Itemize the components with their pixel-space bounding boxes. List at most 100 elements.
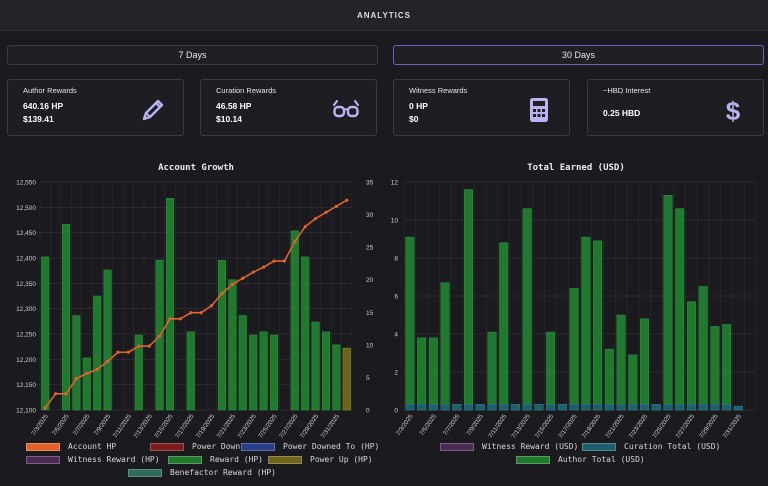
legend-item[interactable]: Account HP (26, 442, 116, 451)
card-label: ~HBD Interest (603, 86, 651, 95)
x-tick-label: 7/11/2025 (487, 413, 509, 440)
reward-bar (186, 331, 195, 411)
x-tick-label: 7/3/2025 (30, 413, 50, 437)
curation-total-bar (722, 404, 732, 411)
reward-bar (41, 256, 50, 411)
legend-item[interactable]: Reward (HP) (168, 455, 263, 464)
curation-total-bar (452, 404, 462, 411)
curation-total-bar (593, 404, 603, 411)
dollar-icon: $ (726, 96, 741, 124)
curation-total-bar (428, 404, 438, 411)
y-tick-label: 12 (391, 180, 399, 187)
reward-bar (322, 331, 330, 411)
curation-total-bar (499, 404, 509, 411)
curation-total-bar (475, 404, 485, 411)
legend-item[interactable]: Power Downed To (HP) (241, 442, 379, 451)
legend-item[interactable]: Author Total (USD) (516, 455, 645, 464)
x-tick-label: 7/15/2025 (534, 413, 556, 440)
legend-swatch (128, 468, 162, 477)
curation-total-bar (651, 404, 661, 411)
account-hp-point (74, 376, 78, 381)
curation-total-bar (405, 404, 415, 411)
account-hp-point (95, 367, 99, 372)
x-tick-label: 7/11/2025 (112, 413, 134, 440)
curation-total-bar (628, 404, 638, 411)
account-growth-chart: 12,100 12,150 12,200 12,250 12,300 12,350 12,4… (16, 180, 374, 440)
legend-item[interactable]: Curation Total (USD) (582, 442, 720, 451)
x-tick-label: 7/21/2025 (216, 413, 238, 440)
curation-total-bar (675, 404, 685, 411)
x-tick-label: 7/13/2025 (510, 413, 532, 440)
legend-item[interactable]: Benefactor Reward (HP) (128, 468, 276, 477)
reward-bar (259, 331, 268, 411)
curation-total-bar (464, 404, 474, 411)
legend-swatch (582, 442, 616, 451)
range-30-days-button[interactable]: 30 Days (393, 45, 764, 65)
reward-bar (72, 315, 81, 411)
range-7-days-button[interactable]: 7 Days (7, 45, 378, 65)
account-hp-point (262, 265, 266, 269)
account-hp-point (282, 259, 286, 263)
curation-total-bar (733, 405, 743, 411)
x-tick-label: 7/25/2025 (651, 413, 673, 440)
x-tick-label: 7/19/2025 (195, 413, 217, 440)
calculator-icon (530, 98, 548, 122)
reward-bar (228, 279, 237, 411)
y-right-tick-label: 20 (366, 277, 374, 284)
account-hp-point (106, 359, 110, 363)
y-left-tick-label: 12,350 (16, 281, 36, 288)
y-left-tick-label: 12,550 (16, 180, 36, 187)
y-right-tick-label: 30 (366, 212, 374, 219)
account-hp-point (230, 282, 234, 286)
x-tick-label: 7/13/2025 (132, 413, 154, 440)
y-left-tick-label: 12,250 (16, 332, 36, 339)
reward-bar (166, 198, 174, 411)
reward-bar (218, 259, 226, 411)
legend-item[interactable]: Power Up (HP) (268, 455, 373, 464)
x-tick-label: 7/23/2025 (628, 413, 650, 440)
account-hp-point (116, 350, 120, 354)
glasses-icon (332, 99, 360, 118)
reward-bar (134, 334, 143, 411)
account-growth-legend: Account HP Power Down (HP) Power Downed To… (0, 442, 384, 482)
account-hp-point (43, 406, 47, 410)
curation-total-bar (640, 404, 650, 411)
card-value-hp: 46.58 HP (216, 101, 252, 111)
account-hp-point (251, 270, 255, 274)
curation-total-bar (710, 404, 720, 411)
account-hp-line (44, 199, 348, 409)
legend-item[interactable]: Witness Reward (HP) (26, 455, 160, 464)
y-tick-label: 8 (394, 256, 398, 263)
reward-bar (249, 334, 258, 411)
total-earned-chart: 0 2 4 6 8 10 12 7/3/2025 7/5/2025 7/7/2025 7/9/202… (391, 180, 757, 440)
author-total-bar (440, 282, 450, 411)
y-left-tick-label: 12,150 (16, 382, 36, 389)
card-value-hbd: 0.25 HBD (603, 108, 641, 118)
legend-item[interactable]: Power Down (HP) (150, 442, 264, 451)
x-tick-label: 7/7/2025 (72, 413, 92, 437)
author-total-bar (569, 288, 579, 411)
curation-total-bar (698, 404, 708, 411)
card-value-usd: $0 (409, 114, 419, 124)
legend-item[interactable]: Witness Reward (USD) (440, 442, 578, 451)
y-right-tick-label: 35 (366, 180, 374, 187)
x-tick-label: 7/29/2025 (698, 413, 720, 440)
legend-label: Witness Reward (HP) (68, 455, 160, 464)
x-tick-label: 7/27/2025 (278, 413, 300, 440)
legend-label: Account HP (68, 442, 117, 451)
author-total-bar (604, 348, 614, 411)
legend-swatch (168, 455, 202, 464)
curation-total-bar (686, 404, 696, 411)
witness-rewards-card: Witness Rewards 0 HP $0 (393, 79, 570, 136)
account-hp-point (345, 198, 349, 202)
author-rewards-card: Author Rewards 640.16 HP $139.41 (7, 79, 184, 136)
reward-bar (301, 256, 310, 411)
y-left-tick-label: 12,300 (16, 306, 36, 313)
x-tick-label: 7/5/2025 (51, 413, 71, 437)
y-left-tick-label: 12,100 (16, 408, 36, 415)
account-hp-point (324, 210, 328, 214)
curation-total-bar (522, 404, 532, 411)
curation-total-bar (440, 404, 450, 411)
legend-swatch (150, 442, 184, 451)
legend-label: Witness Reward (USD) (482, 442, 579, 451)
